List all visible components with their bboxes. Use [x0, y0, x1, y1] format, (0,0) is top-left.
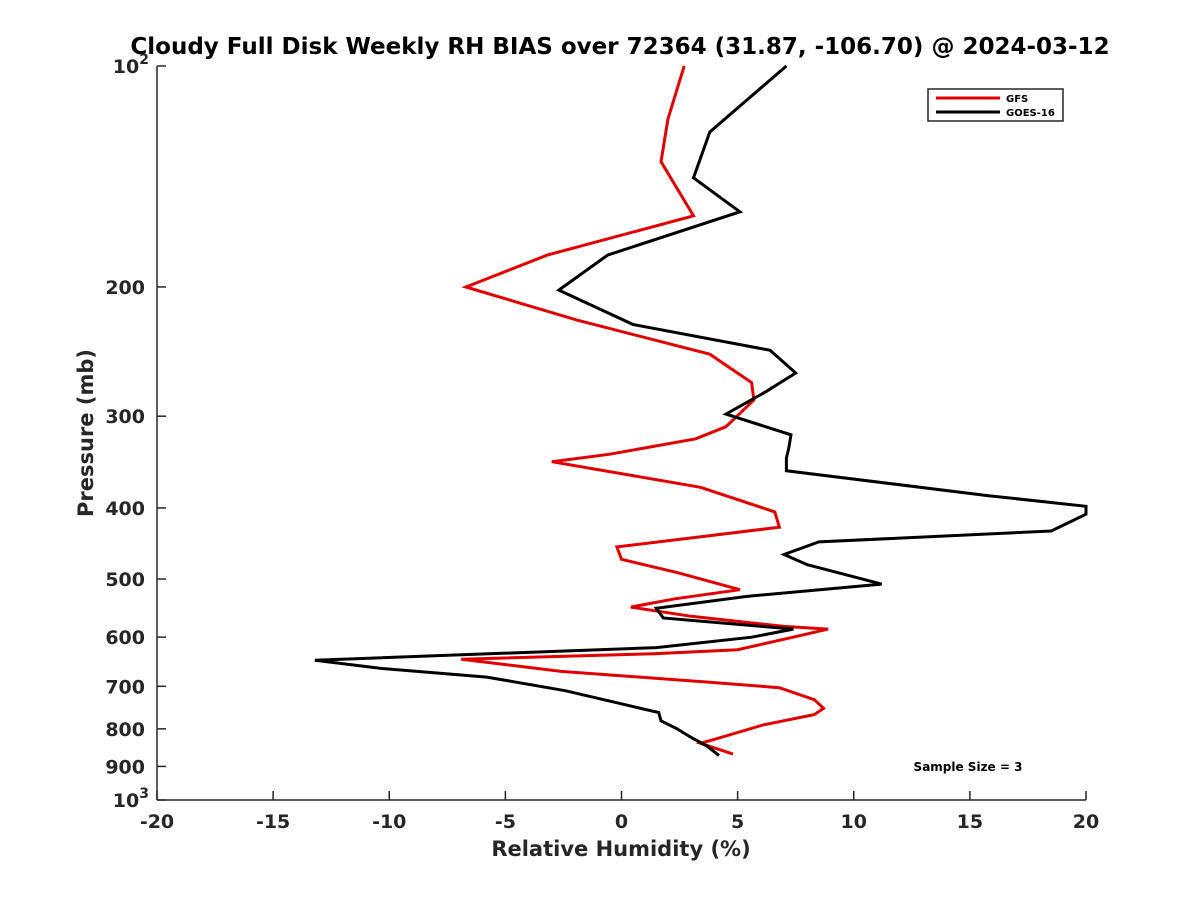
- legend-label-goes-16: GOES-16: [1006, 108, 1055, 119]
- x-tick-label: -20: [140, 811, 174, 833]
- x-axis-label: Relative Humidity (%): [491, 837, 750, 861]
- plot-background: [157, 66, 1086, 800]
- y-tick-label: 500: [105, 569, 145, 591]
- legend-label-gfs: GFS: [1006, 94, 1028, 105]
- chart-title: Cloudy Full Disk Weekly RH BIAS over 723…: [130, 34, 1109, 60]
- sample-size-annotation: Sample Size = 3: [914, 760, 1023, 774]
- series-line-gfs: [461, 65, 829, 756]
- x-tick-label: 20: [1073, 811, 1099, 833]
- x-tick-label: 10: [841, 811, 867, 833]
- y-tick-label: 600: [105, 627, 145, 649]
- legend-box: [927, 88, 1064, 122]
- y-tick-label: 103: [113, 786, 149, 812]
- y-tick-label: 200: [105, 277, 145, 299]
- y-tick-label: 800: [105, 719, 145, 741]
- plot-area: [156, 64, 1088, 801]
- x-tick-label: -15: [256, 811, 290, 833]
- y-tick-label: 102: [113, 52, 149, 78]
- series-line-goes-16: [314, 64, 1088, 757]
- x-tick-label: -5: [495, 811, 516, 833]
- y-tick-label: 300: [105, 406, 145, 428]
- y-tick-label: 900: [105, 756, 145, 778]
- y-tick-label: 700: [105, 676, 145, 698]
- y-tick-label: 400: [105, 498, 145, 520]
- y-axis: 102 200 300 400 500 600 700 800 900 103: [105, 52, 166, 812]
- x-axis: -20 -15 -10 -5 0 5 10 15 20: [140, 791, 1099, 833]
- x-tick-label: 15: [957, 811, 983, 833]
- x-tick-label: 0: [615, 811, 628, 833]
- x-tick-label: 5: [731, 811, 744, 833]
- x-tick-label: -10: [372, 811, 406, 833]
- legend: GFS GOES-16: [927, 88, 1064, 122]
- y-axis-label: Pressure (mb): [74, 349, 98, 517]
